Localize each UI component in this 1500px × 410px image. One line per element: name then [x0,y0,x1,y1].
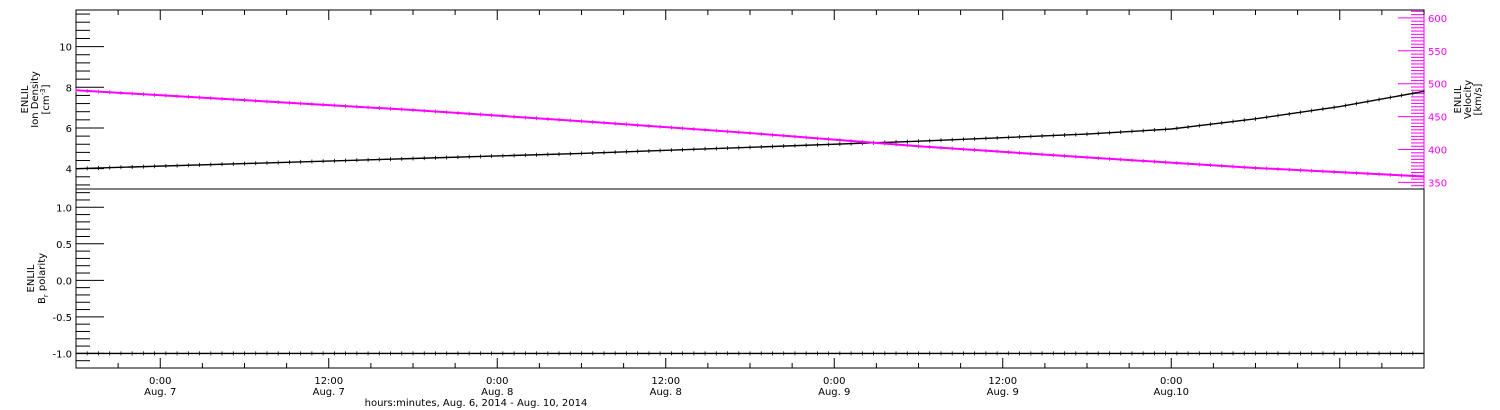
left-tick-label: 10 [59,43,72,54]
left-axis-title-line: ] [41,84,52,88]
right-tick-label: 450 [1428,113,1447,124]
left-axis-title-line: ENLIL [20,85,31,113]
x-tick-time: 12:00 [314,376,343,387]
x-tick-date: Aug. 7 [313,387,345,398]
right-axis-title-line: Velocity [1463,80,1474,119]
x-tick-time: 0:00 [486,376,508,387]
left-tick-label: 0.5 [56,240,72,251]
plot-frame [75,188,1425,369]
left-axis-title: ENLILBr polarity [26,253,50,304]
right-tick-label: 600 [1428,14,1447,25]
left-tick-label: 0.0 [56,276,72,287]
x-tick-date: Aug. 9 [818,387,850,398]
left-axis-title-line: [cm [41,95,52,114]
left-axis-title-line: ENLIL [26,264,37,292]
right-tick-label: 350 [1428,178,1447,189]
left-tick-label: 4 [66,165,72,176]
x-tick-time: 0:00 [823,376,845,387]
x-tick-date: Aug. 8 [481,387,513,398]
right-axis-title-line: ENLIL [1453,85,1464,113]
x-tick-date: Aug. 7 [144,387,176,398]
left-tick-label: 6 [66,124,72,135]
x-tick-time: 12:00 [988,376,1017,387]
left-axis-title-line: polarity [37,253,48,294]
right-axis-title-line: [km/s] [1473,83,1484,115]
right-axis-title: ENLILVelocity[km/s] [1453,80,1484,119]
x-tick-time: 0:00 [149,376,171,387]
x-tick-time: 12:00 [651,376,680,387]
x-tick-date: Aug. 9 [987,387,1019,398]
x-tick-time: 0:00 [1160,376,1182,387]
left-axis-title-sup: -3 [39,88,47,95]
x-tick-date: Aug.10 [1154,387,1189,398]
bottom-panel: -1.0 -0.5 0.0 0.5 1.0 ENLILBr polarity [26,188,1425,369]
left-tick-label: -1.0 [52,349,72,360]
right-tick-label: 550 [1428,47,1447,58]
right-tick-label: 400 [1428,146,1447,157]
left-tick-label: -0.5 [52,313,72,324]
left-axis-title-sub: r [42,294,50,297]
right-tick-label: 500 [1428,80,1447,91]
left-axis-title: ENLILIon Density[cm-3] [20,71,52,128]
left-axis-title-line: Ion Density [30,71,41,128]
left-tick-label: 1.0 [56,203,72,214]
left-tick-label: 8 [66,83,72,94]
x-tick-date: Aug. 8 [650,387,682,398]
left-axis-title-line: B [37,297,48,304]
x-axis-title: hours:minutes, Aug. 6, 2014 - Aug. 10, 2… [365,398,588,409]
